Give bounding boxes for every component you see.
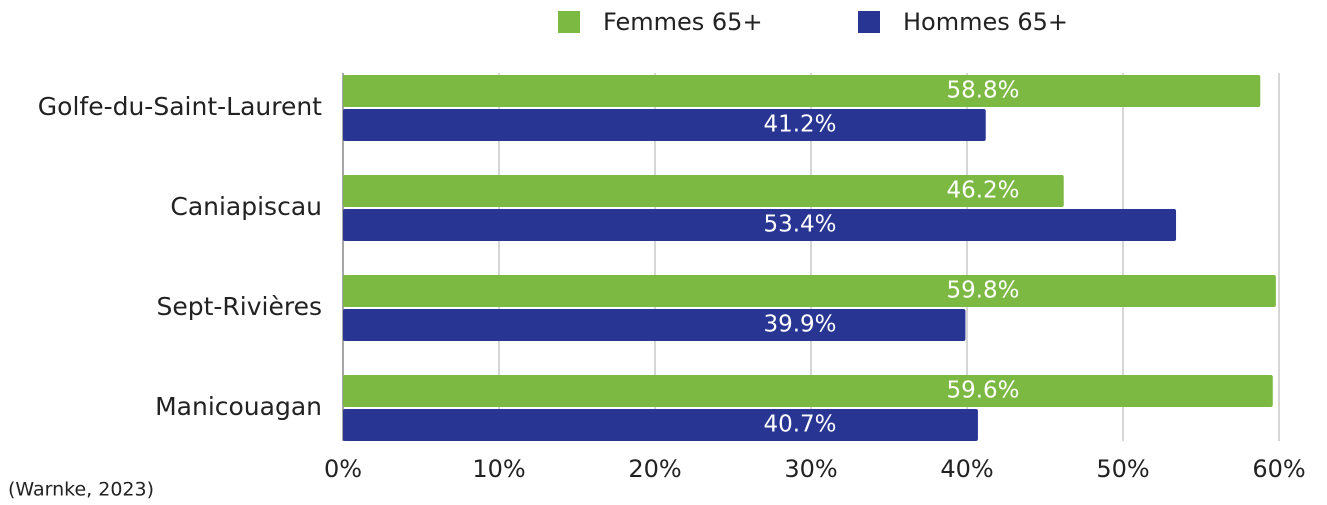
x-tick-label: 60% bbox=[1252, 455, 1305, 483]
data-label: 46.2% bbox=[946, 178, 1019, 204]
bar bbox=[343, 109, 986, 141]
legend-swatch bbox=[858, 11, 880, 33]
bar bbox=[343, 75, 1261, 107]
source-note: (Warnke, 2023) bbox=[8, 479, 154, 501]
y-tick-label: Golfe-du-Saint-Laurent bbox=[38, 92, 322, 121]
x-tick-label: 0% bbox=[324, 455, 362, 483]
data-label: 53.4% bbox=[763, 212, 836, 238]
y-tick-label: Caniapiscau bbox=[170, 192, 322, 221]
bar bbox=[343, 209, 1177, 241]
data-label: 59.6% bbox=[946, 378, 1019, 404]
bar bbox=[343, 175, 1064, 207]
legend-swatch bbox=[558, 11, 580, 33]
data-label: 58.8% bbox=[946, 78, 1019, 104]
bar bbox=[343, 275, 1276, 307]
bar bbox=[343, 309, 966, 341]
data-label: 39.9% bbox=[763, 312, 836, 338]
x-tick-label: 50% bbox=[1096, 455, 1149, 483]
y-tick-label: Manicouagan bbox=[155, 392, 322, 421]
bar bbox=[343, 409, 978, 441]
data-label: 40.7% bbox=[763, 412, 836, 438]
data-label: 41.2% bbox=[763, 112, 836, 138]
x-tick-label: 40% bbox=[940, 455, 993, 483]
bar bbox=[343, 375, 1273, 407]
legend-label: Hommes 65+ bbox=[903, 8, 1068, 36]
y-tick-label: Sept-Rivières bbox=[156, 292, 322, 321]
x-tick-label: 20% bbox=[628, 455, 681, 483]
legend-label: Femmes 65+ bbox=[603, 8, 763, 36]
data-label: 59.8% bbox=[946, 278, 1019, 304]
x-tick-label: 10% bbox=[472, 455, 525, 483]
x-tick-label: 30% bbox=[784, 455, 837, 483]
